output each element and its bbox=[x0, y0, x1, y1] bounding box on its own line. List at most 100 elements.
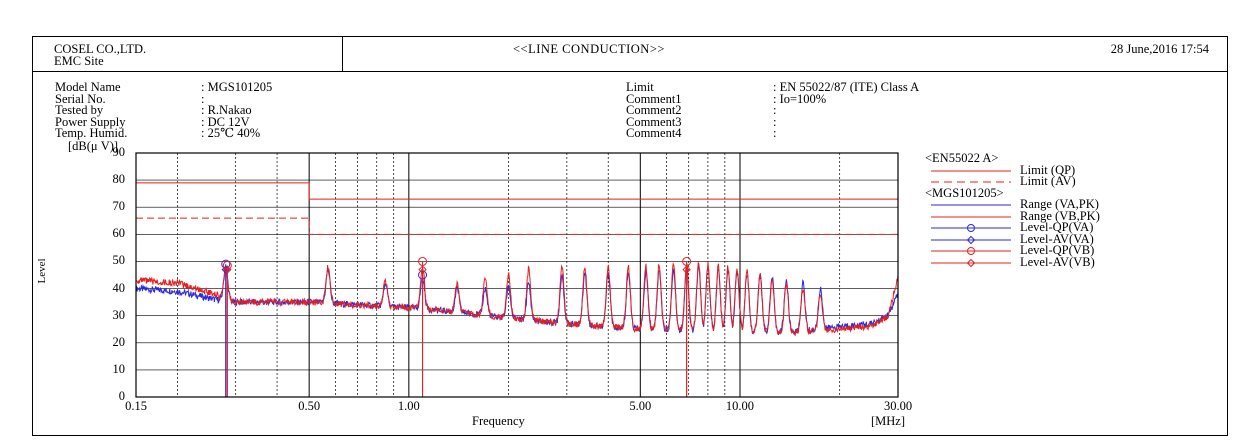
info-row: Comment1 : Io=100% bbox=[626, 91, 919, 106]
legend-item: Level-QP(VA) bbox=[925, 221, 1093, 234]
legend-label: Range (VA,PK) bbox=[1020, 197, 1099, 211]
x-tick-label: 30.00 bbox=[883, 399, 913, 413]
test-info-left: Model Name : MGS101205 Serial No.: Tested… bbox=[55, 80, 273, 140]
legend-swatch bbox=[931, 204, 1011, 206]
legend-swatch bbox=[931, 224, 1011, 232]
info-label: Comment1 bbox=[626, 91, 682, 106]
info-row: Comment3: bbox=[626, 114, 919, 129]
company-block: COSEL CO.,LTD. EMC Site bbox=[33, 37, 343, 71]
y-tick-label: 40 bbox=[112, 280, 126, 295]
legend-swatch-circle bbox=[967, 224, 975, 232]
legend-swatch bbox=[931, 235, 1011, 244]
y-tick-label: 30 bbox=[112, 307, 126, 322]
test-info-right: Limit : EN 55022/87 (ITE) Class A Comment… bbox=[626, 80, 920, 140]
legend-item: Level-QP(VB) bbox=[925, 244, 1094, 257]
marker-diamond bbox=[223, 265, 232, 274]
grid-layer bbox=[136, 153, 898, 397]
legend-swatch-diamond bbox=[966, 235, 976, 244]
legend-swatch bbox=[931, 258, 1011, 267]
info-row: Power Supply: DC 12V bbox=[55, 114, 272, 129]
y-tick-label: 10 bbox=[112, 361, 126, 376]
x-tick-label: 10.00 bbox=[725, 399, 755, 413]
report-title: <<LINE CONDUCTION>> bbox=[513, 42, 665, 56]
x-axis-unit: [MHz] bbox=[871, 414, 906, 428]
marker-diamond bbox=[682, 265, 691, 274]
x-axis-title: Frequency bbox=[472, 414, 525, 428]
legend-items-product: Range (VA,PK) Range (VB,PK) Level-QP(VA) Le… bbox=[925, 198, 1100, 269]
legend-label: Level-QP(VB) bbox=[1020, 243, 1095, 257]
limit-layer bbox=[136, 182, 898, 235]
legend-swatch bbox=[931, 247, 1011, 255]
limit-line bbox=[136, 217, 898, 235]
marker-diamond bbox=[221, 265, 230, 274]
y-tick-label: 0 bbox=[118, 389, 125, 403]
legend-label: Level-AV(VB) bbox=[1020, 254, 1095, 269]
info-row: Serial No.: bbox=[55, 91, 272, 106]
legend-swatch-circle bbox=[967, 247, 975, 255]
legend-swatch bbox=[931, 170, 1011, 171]
legend: <EN55022 A> Limit (QP) Limit (AV) <MGS101… bbox=[925, 151, 1100, 269]
legend-label: Limit (QP) bbox=[1020, 162, 1076, 177]
info-value: : 25℃ 40% bbox=[201, 126, 261, 140]
y-axis-unit: [dB(μ V)] bbox=[68, 139, 119, 153]
legend-item: Limit (AV) bbox=[925, 175, 1076, 188]
report-header: COSEL CO.,LTD. EMC Site <<LINE CONDUCTIO… bbox=[33, 37, 1227, 72]
series-line bbox=[135, 260, 899, 336]
info-value: : bbox=[773, 126, 777, 140]
info-label: Comment4 bbox=[626, 126, 682, 140]
y-tick-label: 70 bbox=[112, 199, 126, 214]
legend-swatch-diamond bbox=[966, 258, 976, 267]
y-tick-label: 50 bbox=[112, 253, 126, 268]
site-name: EMC Site bbox=[54, 54, 104, 68]
x-tick-label: 5.00 bbox=[629, 399, 652, 413]
info-label: Power Supply bbox=[55, 114, 126, 129]
info-label: Tested by bbox=[55, 103, 104, 117]
legend-group-product: <MGS101205> bbox=[925, 185, 1004, 200]
series-layer bbox=[135, 260, 899, 337]
legend-item: Range (VA,PK) bbox=[925, 198, 1099, 211]
company-name: COSEL CO.,LTD. bbox=[54, 42, 147, 56]
y-tick-label: 80 bbox=[112, 172, 126, 187]
info-row: Tested by : R.Nakao bbox=[55, 103, 272, 117]
legend-item: Limit (QP) bbox=[925, 164, 1075, 177]
info-label: Temp. Humid. bbox=[55, 126, 128, 140]
legend-label: Limit (AV) bbox=[1020, 174, 1076, 188]
report-datetime: 28 June,2016 17:54 bbox=[1110, 42, 1209, 56]
x-tick-label: 1.00 bbox=[397, 399, 420, 413]
legend-swatch bbox=[931, 181, 1011, 183]
legend-swatch bbox=[931, 216, 1011, 217]
x-tick-label: 0.15 bbox=[125, 399, 147, 413]
info-label: Comment2 bbox=[626, 103, 682, 117]
legend-item: Level-AV(VB) bbox=[925, 256, 1095, 269]
info-value: : EN 55022/87 (ITE) Class A bbox=[773, 80, 920, 94]
y-tick-label: 60 bbox=[112, 226, 126, 241]
marker-layer bbox=[221, 256, 692, 397]
info-row: Temp. Humid. : 25℃ 40% bbox=[55, 126, 272, 140]
legend-label: Level-AV(VA) bbox=[1020, 231, 1094, 246]
legend-item: Range (VB,PK) bbox=[925, 210, 1100, 223]
info-label: Serial No. bbox=[55, 91, 106, 106]
info-value: : R.Nakao bbox=[201, 103, 252, 117]
info-row: Limit : EN 55022/87 (ITE) Class A bbox=[626, 80, 920, 94]
info-row: Comment2: bbox=[626, 103, 919, 117]
info-label: Limit bbox=[626, 80, 654, 94]
legend-group-limits: <EN55022 A> bbox=[925, 151, 999, 165]
info-row: Model Name : MGS101205 bbox=[55, 80, 273, 94]
info-label: Comment3 bbox=[626, 114, 682, 129]
limit-line bbox=[136, 182, 898, 200]
info-label: Model Name bbox=[55, 80, 121, 94]
y-tick-label: 20 bbox=[112, 334, 126, 349]
info-value: : MGS101205 bbox=[201, 80, 273, 94]
plot-frame bbox=[135, 152, 899, 398]
legend-label: Level-QP(VA) bbox=[1020, 220, 1094, 234]
info-value: : bbox=[201, 91, 205, 106]
info-value: : bbox=[773, 103, 777, 117]
info-value: : bbox=[773, 114, 777, 129]
y-tick-label: 90 bbox=[112, 145, 126, 159]
legend-item: Level-AV(VA) bbox=[925, 233, 1094, 246]
x-tick-label: 0.50 bbox=[298, 399, 321, 413]
marker-diamond bbox=[418, 265, 427, 274]
report-frame: COSEL CO.,LTD. EMC Site <<LINE CONDUCTIO… bbox=[32, 36, 1228, 436]
info-value: : Io=100% bbox=[773, 91, 827, 106]
